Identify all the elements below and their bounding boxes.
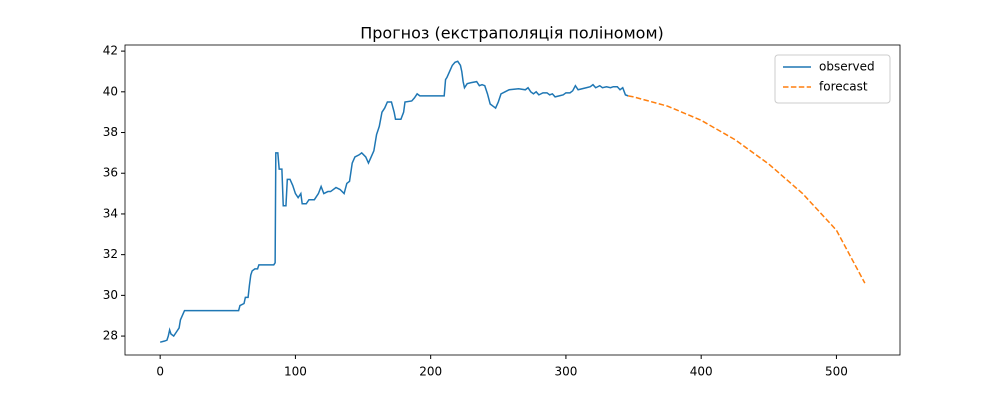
- x-tick-label: 300: [554, 365, 577, 379]
- y-tick-label: 28: [103, 329, 118, 343]
- y-tick-label: 42: [103, 44, 118, 58]
- x-tick-label: 200: [419, 365, 442, 379]
- y-tick-label: 38: [103, 125, 118, 139]
- y-tick-label: 34: [103, 206, 118, 220]
- y-tick-label: 40: [103, 84, 118, 98]
- chart-title: Прогноз (екстраполяція поліномом): [360, 24, 664, 43]
- legend-label: observed: [819, 60, 875, 74]
- y-tick-label: 30: [103, 288, 118, 302]
- legend-label: forecast: [819, 80, 868, 94]
- line-series: [159, 60, 629, 343]
- x-tick-label: 0: [156, 365, 164, 379]
- line-series: [628, 95, 866, 284]
- x-tick-label: 100: [284, 365, 307, 379]
- axes-frame: [124, 44, 901, 356]
- y-tick-label: 36: [103, 166, 118, 180]
- x-tick-label: 500: [825, 365, 848, 379]
- x-tick-label: 400: [690, 365, 713, 379]
- y-tick-label: 32: [103, 247, 118, 261]
